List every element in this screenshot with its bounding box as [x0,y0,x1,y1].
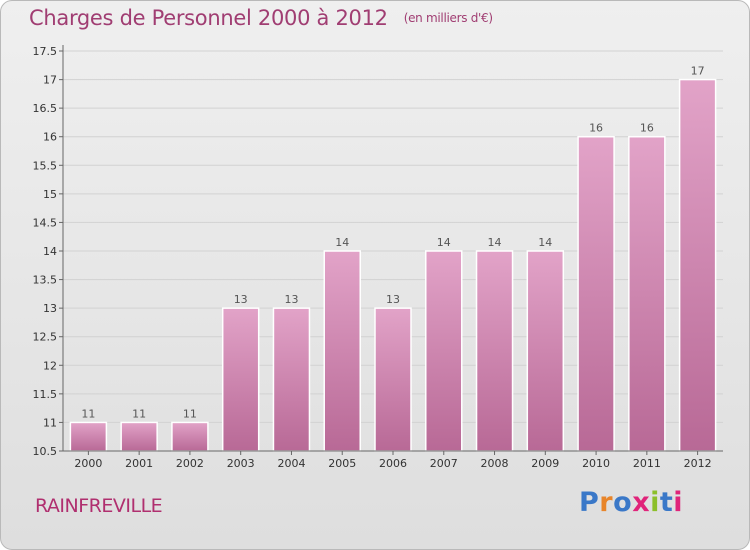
data-label-2007: 14 [437,236,451,249]
bar-2001 [120,421,158,452]
y-tick-label: 16 [43,131,57,144]
data-label-2006: 13 [386,293,400,306]
proxiti-logo: Proxiti [579,487,683,518]
data-label-2009: 14 [538,236,552,249]
chart-title: Charges de Personnel 2000 à 2012 (en mill… [29,6,493,30]
y-tick-label: 10.5 [33,445,58,458]
data-label-2010: 16 [589,122,603,135]
x-tick-label-2010: 2010 [582,457,610,470]
y-tick-label: 15.5 [33,159,58,172]
x-tick-label-2005: 2005 [328,457,356,470]
y-tick-label: 15 [43,188,57,201]
data-label-2011: 16 [640,122,654,135]
logo-letter: t [659,487,674,518]
bar-2011 [628,135,666,452]
data-label-2003: 13 [234,293,248,306]
y-tick-label: 12 [43,359,57,372]
chart-title-text: Charges de Personnel 2000 à 2012 [29,6,388,30]
data-label-2004: 13 [284,293,298,306]
y-tick-label: 13 [43,302,57,315]
data-label-2000: 11 [81,407,95,420]
location-name: RAINFREVILLE [35,495,163,517]
logo-letter: r [599,487,614,518]
x-tick-label-2011: 2011 [633,457,661,470]
data-label-2005: 14 [335,236,349,249]
bar-2002 [171,421,209,452]
axis-layer: 10.5 11 11.5 12 12.5 13 13.5 14 14.5 15 15.5 16 16.5… [33,45,723,470]
x-tick-label-2000: 2000 [74,457,102,470]
bar-2004 [272,307,311,452]
y-tick-label: 13.5 [33,274,58,287]
chart-unit: (en milliers d'€) [403,11,493,25]
bar-layer: 11 11 11 13 13 14 13 14 14 14 16 16 17 [69,65,717,452]
y-tick-label: 12.5 [33,331,58,344]
y-tick-label: 17.5 [33,45,58,58]
bar-2000 [69,421,108,452]
x-tick-label-2001: 2001 [125,457,153,470]
logo-letter: i [673,487,684,518]
bar-2003 [221,307,260,452]
data-label-2012: 17 [691,65,705,78]
bar-2012 [678,78,717,452]
y-tick-label: 14.5 [33,216,58,229]
logo-letter: x [632,487,651,518]
x-tick-label-2002: 2002 [176,457,204,470]
logo-letter: P [579,487,600,518]
data-label-2008: 14 [488,236,502,249]
x-tick-label-2009: 2009 [531,457,559,470]
data-label-2002: 11 [183,407,197,420]
bar-2005 [323,250,361,452]
x-tick-label-2003: 2003 [227,457,255,470]
y-tick-label: 16.5 [33,102,58,115]
data-label-2001: 11 [132,407,146,420]
y-tick-label: 11.5 [33,388,58,401]
x-tick-label-2012: 2012 [684,457,712,470]
x-tick-label-2008: 2008 [481,457,509,470]
bar-2008 [475,250,514,452]
bar-2007 [425,250,463,452]
bar-2010 [577,135,615,452]
y-tick-label: 11 [43,416,57,429]
y-tick-label: 17 [43,74,57,87]
x-tick-label-2004: 2004 [277,457,305,470]
logo-letter: i [650,487,660,518]
bar-2009 [526,250,565,452]
bar-2006 [374,307,412,452]
x-tick-label-2007: 2007 [430,457,458,470]
logo-letter: o [613,487,633,518]
x-tick-label-2006: 2006 [379,457,407,470]
y-tick-label: 14 [43,245,57,258]
